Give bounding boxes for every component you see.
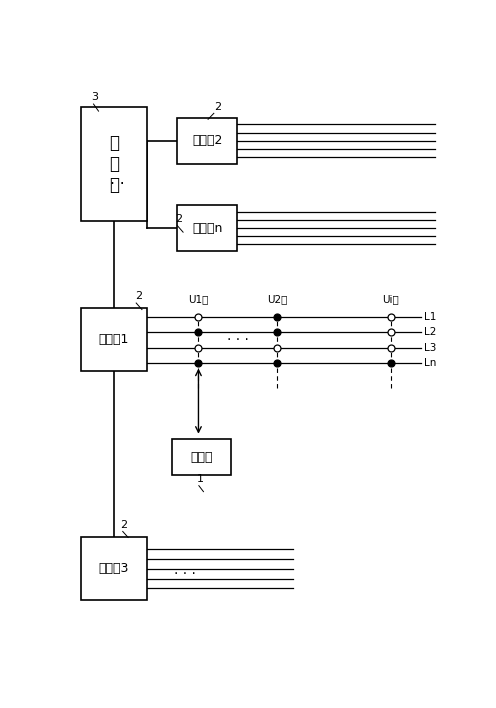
- Text: 2: 2: [175, 214, 182, 224]
- Text: L2: L2: [424, 327, 436, 337]
- Text: 固定站n: 固定站n: [192, 222, 222, 234]
- Text: · · ·: · · ·: [227, 333, 249, 347]
- Text: 上
位
机: 上 位 机: [109, 135, 119, 194]
- Text: L3: L3: [424, 343, 436, 353]
- Bar: [178, 205, 237, 251]
- Text: U1点: U1点: [188, 295, 209, 304]
- Text: 3: 3: [91, 93, 98, 103]
- Text: · ·: · ·: [111, 177, 125, 192]
- Text: 2: 2: [214, 102, 221, 112]
- Text: Ui点: Ui点: [382, 295, 399, 304]
- Bar: [81, 107, 147, 221]
- Bar: [81, 309, 147, 371]
- Text: 2: 2: [121, 520, 127, 530]
- Text: 1: 1: [197, 474, 204, 484]
- Text: L1: L1: [424, 312, 436, 321]
- Text: · · ·: · · ·: [174, 567, 196, 581]
- Text: 移动站: 移动站: [190, 450, 213, 464]
- Text: U2点: U2点: [267, 295, 288, 304]
- Bar: [178, 118, 237, 164]
- Text: 固定站3: 固定站3: [99, 562, 129, 576]
- Bar: [172, 439, 231, 475]
- Text: 2: 2: [135, 292, 142, 302]
- Bar: [81, 537, 147, 600]
- Text: 固定站1: 固定站1: [99, 333, 129, 346]
- Text: Ln: Ln: [424, 358, 436, 368]
- Text: 固定站2: 固定站2: [192, 135, 222, 147]
